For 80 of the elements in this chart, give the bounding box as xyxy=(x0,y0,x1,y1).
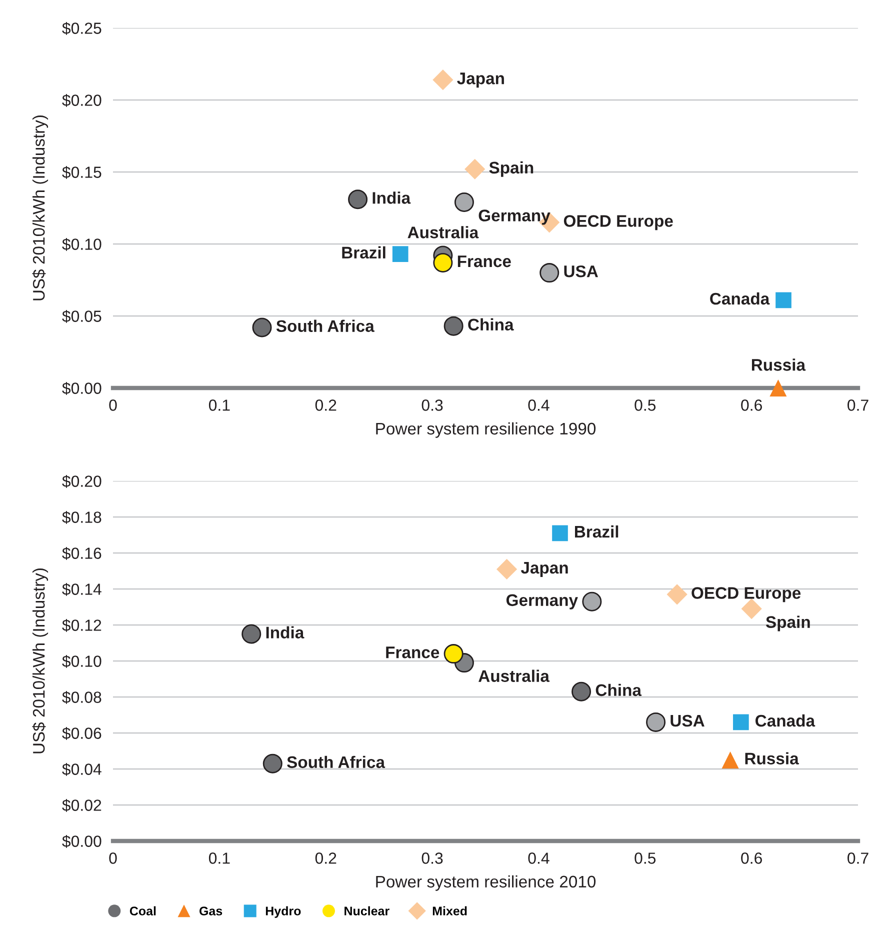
y-tick-label: $0.02 xyxy=(62,798,102,812)
legend-label: Hydro xyxy=(266,906,301,918)
y-tick-label: $0.06 xyxy=(62,726,102,740)
x-tick-label: 0.5 xyxy=(634,852,656,864)
annotation: Brazil xyxy=(575,525,618,538)
y-tick-label: $0.05 xyxy=(62,310,102,323)
x-tick-label: 0 xyxy=(109,852,117,864)
annotation: Japan xyxy=(457,72,504,88)
y-tick-label: $0.20 xyxy=(62,94,102,107)
annotation: China xyxy=(468,318,514,331)
legend-label: Mixed xyxy=(432,906,467,916)
annotation: Russia xyxy=(752,358,806,371)
annotation: Brazil xyxy=(342,246,386,259)
annotation: Japan xyxy=(520,562,568,577)
annotation: Germany xyxy=(478,210,550,225)
x-tick-label: 0.6 xyxy=(741,852,762,864)
legend-label: Gas xyxy=(200,906,222,916)
x-axis-title: Power system resilience 2010 xyxy=(376,875,596,891)
point xyxy=(392,246,408,262)
point xyxy=(552,525,568,542)
annotation: China xyxy=(596,684,642,696)
y-tick-label: $0.25 xyxy=(62,22,102,35)
x-tick-label: 0.7 xyxy=(848,852,868,864)
x-tick-label: 0.3 xyxy=(422,400,443,411)
x-tick-label: 0.2 xyxy=(315,400,336,411)
y-tick-label: $0.12 xyxy=(62,618,102,632)
y-tick-label: $0.04 xyxy=(62,762,102,776)
x-axis-title: Power system resilience 1990 xyxy=(376,422,596,438)
point xyxy=(666,584,688,605)
y-tick-label: $0.16 xyxy=(62,546,102,560)
y-tick-label: $0.10 xyxy=(62,654,102,668)
y-tick-label: $0.10 xyxy=(62,238,102,251)
annotation: France xyxy=(458,256,511,268)
y-tick-label: $0.15 xyxy=(62,166,102,179)
annotation: Australia xyxy=(478,670,550,682)
annotation: South Africa xyxy=(287,756,386,768)
point xyxy=(432,70,454,90)
point xyxy=(770,379,787,397)
annotation: France xyxy=(386,646,440,658)
y-axis-title: US$ 2010/kWh (Industry) xyxy=(32,115,48,300)
annotation: USA xyxy=(564,265,598,278)
y-tick-label: $0.00 xyxy=(62,382,102,395)
x-tick-label: 0.1 xyxy=(208,400,230,411)
point xyxy=(496,558,518,580)
point xyxy=(776,292,792,308)
annotation: Russia xyxy=(745,752,799,764)
x-tick-label: 0 xyxy=(109,400,117,411)
annotation: USA xyxy=(670,714,704,727)
point xyxy=(433,252,453,272)
annotation: Spain xyxy=(766,616,810,632)
annotation: Canada xyxy=(710,292,770,305)
legend-label: Nuclear xyxy=(344,906,390,916)
x-tick-label: 0.3 xyxy=(422,852,443,864)
y-tick-label: $0.14 xyxy=(62,582,102,596)
point xyxy=(444,644,464,664)
y-tick-label: $0.18 xyxy=(62,510,102,524)
x-tick-label: 0.4 xyxy=(528,400,550,411)
point xyxy=(464,158,486,180)
annotation: Spain xyxy=(489,161,534,177)
x-tick-label: 0.1 xyxy=(208,852,230,864)
annotation: India xyxy=(372,192,411,204)
point xyxy=(733,714,749,730)
y-tick-label: $0.00 xyxy=(62,834,102,848)
legend-label: Coal xyxy=(130,906,156,916)
x-tick-label: 0.4 xyxy=(528,852,550,864)
annotation: OECD Europe xyxy=(564,215,673,230)
x-tick-label: 0.2 xyxy=(315,852,336,864)
x-tick-label: 0.6 xyxy=(741,400,762,411)
annotation: Australia xyxy=(408,226,479,238)
y-axis-title: US$ 2010/kWh (Industry) xyxy=(32,568,48,754)
annotation: India xyxy=(266,626,304,638)
annotation: Canada xyxy=(756,714,816,727)
y-tick-label: $0.08 xyxy=(62,690,102,704)
y-tick-label: $0.20 xyxy=(62,474,102,488)
point xyxy=(722,751,739,769)
annotation: South Africa xyxy=(276,320,374,332)
annotation: OECD Europe xyxy=(692,587,801,602)
x-tick-label: 0.5 xyxy=(634,400,656,411)
x-tick-label: 0.7 xyxy=(848,400,868,411)
annotation: Germany xyxy=(506,594,578,610)
